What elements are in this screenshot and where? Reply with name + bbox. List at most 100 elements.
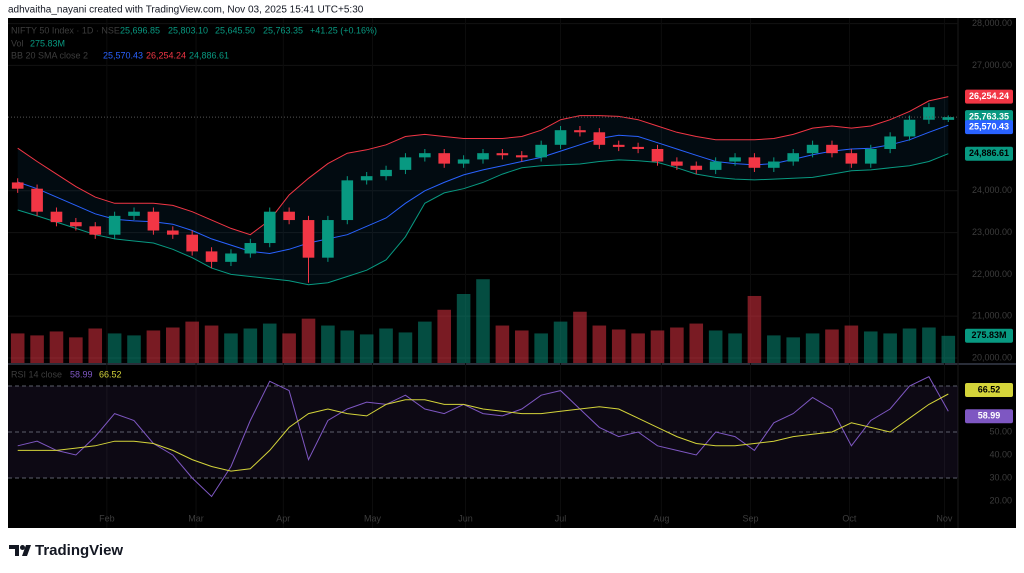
volume-bar [689,323,704,363]
candle-body [884,136,896,149]
volume-bar [340,330,355,363]
x-tick-label: Jul [555,513,567,523]
volume-bar [301,318,316,363]
candle-body [457,159,470,164]
rsi-tick-label: 40.00 [989,449,1012,459]
candle-body [554,130,567,145]
bb-basis-badge: 25,570.43 [969,122,1009,132]
y-tick-label: 22,000.00 [972,269,1012,279]
candle-body [787,153,800,162]
volume-bar [30,335,44,363]
candle-body [89,226,102,235]
candle-body [225,253,237,262]
volume-bar [844,325,859,363]
volume-bar [786,337,800,363]
volume-badge: 275.83M [971,330,1006,340]
volume-bar [359,334,374,363]
x-tick-label: Aug [653,513,669,523]
bb-upper-badge-bg [965,89,1013,104]
logo-icon-dot [20,545,25,550]
volume-bar [456,294,471,363]
candle-body [11,182,24,189]
volume-bar [922,327,936,363]
x-tick-label: Mar [188,513,204,523]
volume-legend-name: Vol [11,38,24,48]
rsi-ma-badge-bg [965,382,1013,397]
legend-high: 25,803.10 [168,25,208,35]
volume-bar [941,335,956,363]
volume-bar [88,328,103,363]
x-tick-label: Oct [842,513,857,523]
volume-bar [204,325,219,363]
candle-body [574,130,586,133]
volume-badge-bg [965,328,1013,343]
candle-body [419,153,431,158]
candle-body [651,148,664,162]
candle-body [535,144,547,158]
bb-lower-badge-bg [965,146,1013,161]
x-tick-label: May [364,513,382,523]
candle-body [108,215,121,235]
candle-body [438,153,451,164]
volume-bar [728,333,742,363]
bb-lower-line [17,153,949,286]
candle-body [806,144,819,154]
candle-body [31,188,43,212]
y-tick-label: 24,000.00 [972,185,1012,195]
candle-body [632,146,644,149]
volume-bar [650,330,665,363]
candle-body [593,132,606,145]
x-tick-label: Feb [99,513,115,523]
volume-bar [514,330,529,363]
volume-bar [670,327,684,363]
bb-upper-badge: 26,254.24 [969,91,1009,101]
candle-body [360,176,373,181]
x-tick-label: Apr [276,513,290,523]
volume-bar [69,337,83,363]
volume-bar [398,332,413,363]
candle-body [283,211,295,221]
rsi-badge-bg [965,409,1013,424]
rsi-tick-label: 30.00 [989,472,1012,482]
credit: adhvaitha_nayani created with TradingVie… [8,5,364,16]
candle-body [186,234,198,252]
candle-body [244,243,257,254]
candle-body [322,220,334,258]
candle-body [302,220,315,258]
candle-body [166,230,179,235]
candle-body [341,180,354,221]
volume-bar [243,328,258,363]
rsi-ma-badge: 66.52 [978,384,1001,394]
rsi-line [17,376,949,498]
candle-body [147,211,160,231]
volume-bar [49,331,64,363]
volume-legend-value: 275.83M [30,38,65,48]
volume-bar [573,311,587,363]
candle-body [845,153,858,164]
bb-legend-basis: 25,570.43 [103,50,143,60]
x-tick-label: Jun [458,513,473,523]
volume-bar [107,333,122,363]
bb-legend-upper: 26,254.24 [146,50,186,60]
candle-body [709,161,722,170]
rsi-tick-label: 50.00 [989,426,1012,436]
legend-open: 25,696.85 [120,25,160,35]
legend-change: +41.25 (+0.16%) [310,25,377,35]
volume-bar [592,325,607,363]
plot: 28,000.00 27,000.00 24,000.00 23,000.00 22,0… [8,18,1013,528]
bb-basis-badge-bg [965,120,1013,135]
candle-body [864,148,877,164]
volume-bar [863,331,878,363]
volume-bar [282,333,296,363]
candle-body [612,144,625,147]
bb-legend-name: BB 20 SMA close 2 [11,50,88,60]
logo-icon [9,545,31,556]
volume-bar [631,333,645,363]
volume-bar [553,321,568,363]
volume-bar [185,321,199,363]
rsi-legend-value: 58.99 [70,369,93,379]
volume-bar [495,325,510,363]
price-badge: 25,763.35 [969,111,1009,121]
volume-bar [321,325,335,363]
